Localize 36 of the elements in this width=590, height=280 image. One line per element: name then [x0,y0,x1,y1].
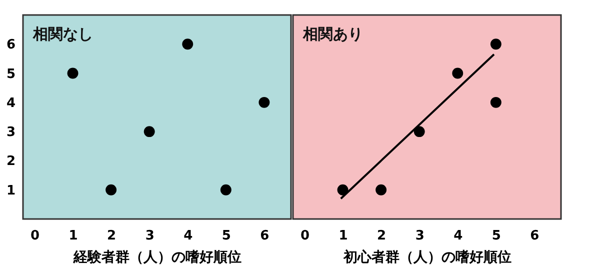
x-tick-label: 1 [68,228,78,244]
x-tick-label: 2 [377,228,386,244]
y-tick-label: 1 [6,183,16,198]
x-tick-label: 4 [184,228,193,244]
point [414,126,425,138]
x-tick-label: 0 [300,228,310,244]
x-tick-label: 3 [145,228,154,244]
y-tick-label: 3 [6,125,16,140]
x-tick-label: 0 [30,228,40,244]
y-tick-label: 4 [6,96,16,111]
x-tick-label: 1 [338,228,348,244]
point [67,68,78,79]
x-tick-label: 6 [260,228,270,244]
point [220,184,232,196]
point [452,68,464,79]
x-tick-label: 5 [222,228,231,244]
x-tick-label: 2 [107,228,116,244]
text: 相関あり [302,25,363,43]
x-tick-label: 4 [454,228,463,244]
x-tick-label: 6 [530,228,540,244]
point [106,184,117,196]
point [144,126,155,138]
point [258,96,270,108]
point [337,184,348,196]
x-tick-label: 3 [415,228,424,244]
point [490,38,502,50]
y-tick-label: 6 [6,38,16,53]
y-tick-label: 2 [6,154,16,170]
point [490,96,502,108]
y-tick-label: 5 [6,66,16,82]
x-axis-title: 初心者群（人）の嗜好順位 [342,248,512,266]
point [182,38,194,50]
text: 相関なし [32,25,93,43]
x-axis-title: 経験者群（人）の嗜好順位 [72,250,242,266]
point [376,184,387,196]
x-tick-label: 5 [492,228,501,244]
